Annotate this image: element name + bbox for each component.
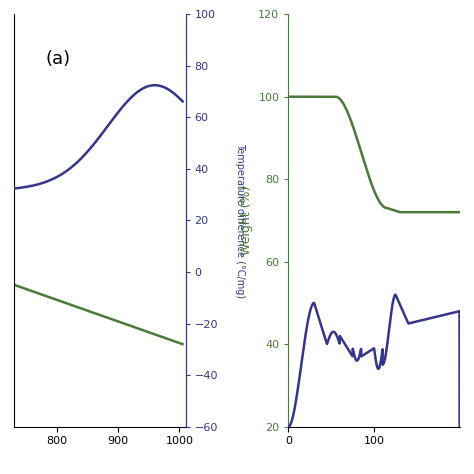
Y-axis label: Temperature difference (°C/mg): Temperature difference (°C/mg)	[235, 143, 245, 298]
Y-axis label: Weight (%): Weight (%)	[240, 186, 253, 255]
Text: (a): (a)	[45, 50, 70, 68]
